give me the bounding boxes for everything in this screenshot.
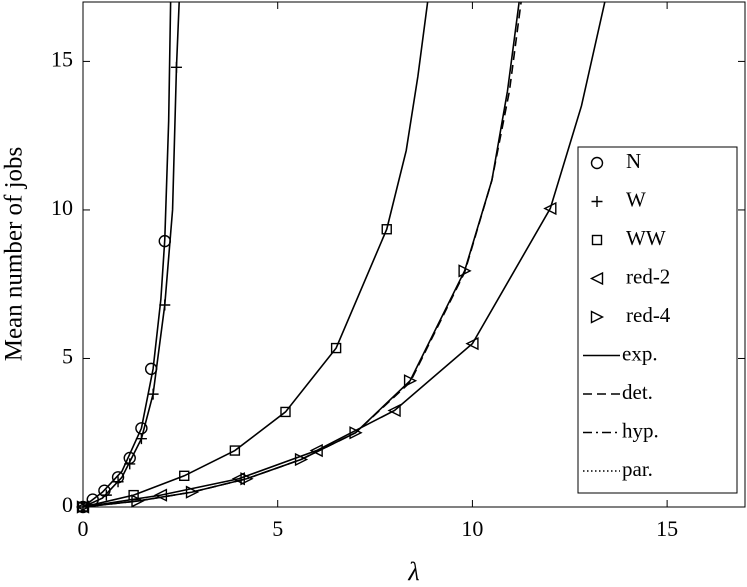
marker bbox=[229, 445, 241, 456]
marker bbox=[349, 426, 363, 440]
legend-marker bbox=[590, 156, 604, 170]
x-tick-label: 5 bbox=[272, 516, 283, 541]
marker bbox=[128, 489, 139, 501]
marker bbox=[159, 299, 171, 311]
marker bbox=[240, 472, 254, 486]
curve bbox=[83, 2, 522, 507]
x-tick-label: 10 bbox=[461, 516, 483, 541]
legend-label: red-4 bbox=[626, 303, 671, 327]
marker bbox=[112, 476, 124, 488]
marker bbox=[403, 374, 418, 388]
legend-marker bbox=[591, 234, 603, 246]
y-axis-label: Mean number of jobs bbox=[1, 147, 28, 362]
y-tick-label: 0 bbox=[62, 492, 73, 517]
marker bbox=[458, 264, 472, 278]
legend-label: par. bbox=[622, 457, 653, 481]
marker bbox=[100, 489, 112, 501]
marker bbox=[135, 433, 147, 445]
marker bbox=[144, 362, 158, 376]
legend-marker bbox=[590, 310, 605, 324]
marker bbox=[231, 472, 245, 486]
marker bbox=[153, 488, 168, 502]
x-tick-label: 0 bbox=[78, 516, 89, 541]
marker bbox=[280, 406, 291, 418]
legend-marker bbox=[589, 271, 604, 286]
curve bbox=[83, 2, 172, 507]
x-axis-label: λ bbox=[407, 557, 419, 586]
marker bbox=[294, 452, 309, 467]
legend-label: N bbox=[626, 149, 641, 173]
marker bbox=[170, 61, 182, 73]
marker bbox=[330, 342, 342, 354]
marker bbox=[543, 201, 557, 216]
marker bbox=[86, 493, 99, 506]
marker bbox=[124, 458, 136, 470]
y-tick-label: 5 bbox=[62, 344, 73, 369]
marker bbox=[185, 485, 200, 499]
marker bbox=[387, 403, 401, 418]
marker bbox=[98, 484, 111, 497]
curve bbox=[83, 2, 429, 507]
marker bbox=[158, 234, 171, 248]
marker bbox=[381, 224, 392, 235]
legend-box bbox=[577, 146, 738, 494]
y-tick-label: 10 bbox=[51, 195, 73, 220]
curves bbox=[83, 2, 606, 507]
marker bbox=[465, 336, 479, 351]
legend-label: red-2 bbox=[626, 264, 670, 288]
marker bbox=[147, 388, 159, 400]
x-tick-label: 15 bbox=[656, 516, 678, 541]
marker bbox=[179, 470, 190, 482]
legend-label: exp. bbox=[622, 341, 658, 365]
y-tick-label: 15 bbox=[51, 46, 73, 71]
legend-marker bbox=[591, 196, 603, 207]
marker bbox=[131, 494, 145, 508]
legend-label: det. bbox=[622, 380, 653, 404]
legend-label: W bbox=[626, 187, 646, 211]
legend-label: WW bbox=[626, 226, 666, 250]
legend-label: hyp. bbox=[622, 418, 659, 442]
marker bbox=[309, 443, 323, 458]
